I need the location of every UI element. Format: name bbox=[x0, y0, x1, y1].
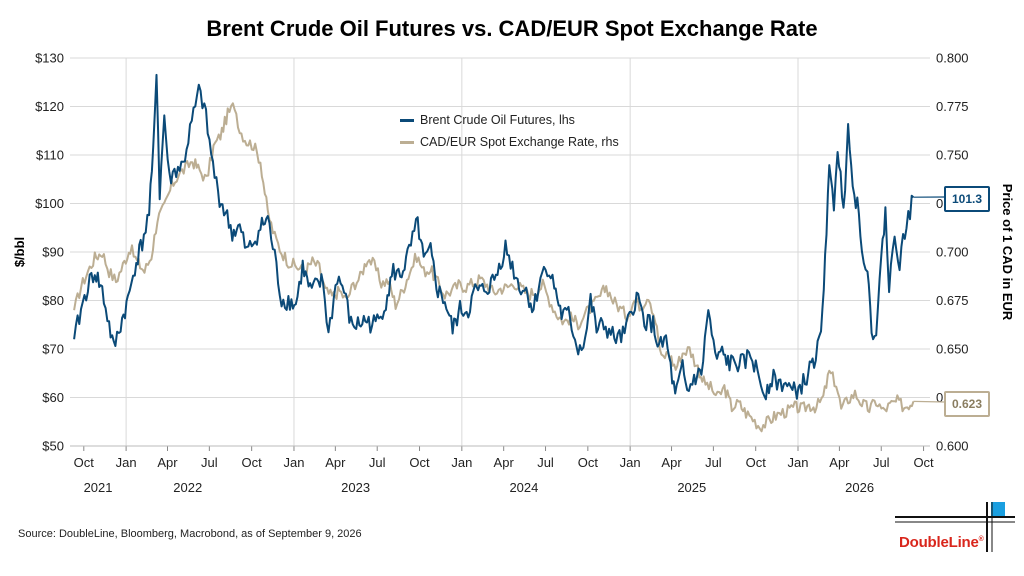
series-line-cad-eur bbox=[73, 102, 915, 433]
y-axis-label-left: $/bbl bbox=[12, 237, 27, 267]
x-tick-label: Jul bbox=[201, 455, 218, 470]
x-tick-label: Jan bbox=[620, 455, 641, 470]
x-year-label: 2025 bbox=[677, 480, 706, 495]
y-tick-label-left: $90 bbox=[42, 245, 64, 260]
legend-label-cad: CAD/EUR Spot Exchange Rate, rhs bbox=[420, 135, 619, 149]
y-tick-label-left: $60 bbox=[42, 390, 64, 405]
y-tick-label-left: $50 bbox=[42, 439, 64, 454]
y-tick-label-right: 0.800 bbox=[936, 51, 969, 66]
x-tick-label: Apr bbox=[494, 455, 515, 470]
chart-legend: Brent Crude Oil Futures, lhs CAD/EUR Spo… bbox=[400, 109, 619, 153]
x-tick-label: Jan bbox=[788, 455, 809, 470]
logo-square bbox=[991, 502, 1005, 516]
y-tick-label-right: 0.650 bbox=[936, 342, 969, 357]
y-tick-label-left: $70 bbox=[42, 342, 64, 357]
x-tick-label: Oct bbox=[746, 455, 767, 470]
x-tick-label: Oct bbox=[409, 455, 430, 470]
chart-title: Brent Crude Oil Futures vs. CAD/EUR Spot… bbox=[206, 16, 818, 41]
y-tick-label-right: 0.700 bbox=[936, 245, 969, 260]
x-year-label: 2021 bbox=[84, 480, 113, 495]
legend-swatch-brent bbox=[400, 118, 414, 122]
cad-last-value-badge: 0.623 bbox=[944, 391, 991, 417]
legend-entry-brent: Brent Crude Oil Futures, lhs bbox=[400, 109, 619, 131]
y-tick-label-right: 0.750 bbox=[936, 148, 969, 163]
x-tick-label: Jul bbox=[537, 455, 554, 470]
x-year-label: 2024 bbox=[509, 480, 538, 495]
brent-last-value-badge: 101.3 bbox=[944, 186, 991, 212]
y-tick-label-left: $100 bbox=[35, 196, 64, 211]
x-year-label: 2022 bbox=[173, 480, 202, 495]
x-tick-label: Oct bbox=[74, 455, 95, 470]
x-tick-label: Jul bbox=[369, 455, 386, 470]
y-axis-label-right: Price of 1 CAD in EUR bbox=[1000, 184, 1015, 321]
cad-badge-connector bbox=[913, 400, 945, 403]
x-tick-label: Jan bbox=[116, 455, 137, 470]
x-tick-label: Oct bbox=[242, 455, 263, 470]
y-tick-label-left: $120 bbox=[35, 99, 64, 114]
source-note: Source: DoubleLine, Bloomberg, Macrobond… bbox=[18, 528, 362, 540]
x-tick-label: Oct bbox=[578, 455, 599, 470]
x-tick-label: Oct bbox=[913, 455, 934, 470]
y-tick-label-right: 0.775 bbox=[936, 99, 969, 114]
legend-label-brent: Brent Crude Oil Futures, lhs bbox=[420, 113, 575, 127]
x-year-label: 2023 bbox=[341, 480, 370, 495]
x-tick-label: Apr bbox=[325, 455, 346, 470]
logo-mark bbox=[895, 502, 1015, 552]
x-tick-label: Apr bbox=[661, 455, 682, 470]
x-tick-label: Apr bbox=[829, 455, 850, 470]
x-year-label: 2026 bbox=[845, 480, 874, 495]
legend-entry-cad: CAD/EUR Spot Exchange Rate, rhs bbox=[400, 131, 619, 153]
x-tick-label: Jul bbox=[705, 455, 722, 470]
x-tick-label: Jan bbox=[451, 455, 472, 470]
series-line-brent bbox=[73, 73, 915, 401]
logo-text: DoubleLine® bbox=[899, 534, 984, 551]
y-tick-label-right: 0.675 bbox=[936, 293, 969, 308]
legend-swatch-cad bbox=[400, 140, 414, 144]
y-tick-label-left: $130 bbox=[35, 51, 64, 66]
logo-registered: ® bbox=[978, 536, 984, 543]
y-tick-label-left: $110 bbox=[36, 148, 64, 163]
logo-name: DoubleLine bbox=[899, 534, 979, 551]
y-tick-label-right: 0.600 bbox=[936, 439, 969, 454]
x-tick-label: Jul bbox=[873, 455, 890, 470]
x-tick-label: Apr bbox=[157, 455, 178, 470]
x-tick-label: Jan bbox=[283, 455, 304, 470]
y-tick-label-left: $80 bbox=[42, 293, 64, 308]
